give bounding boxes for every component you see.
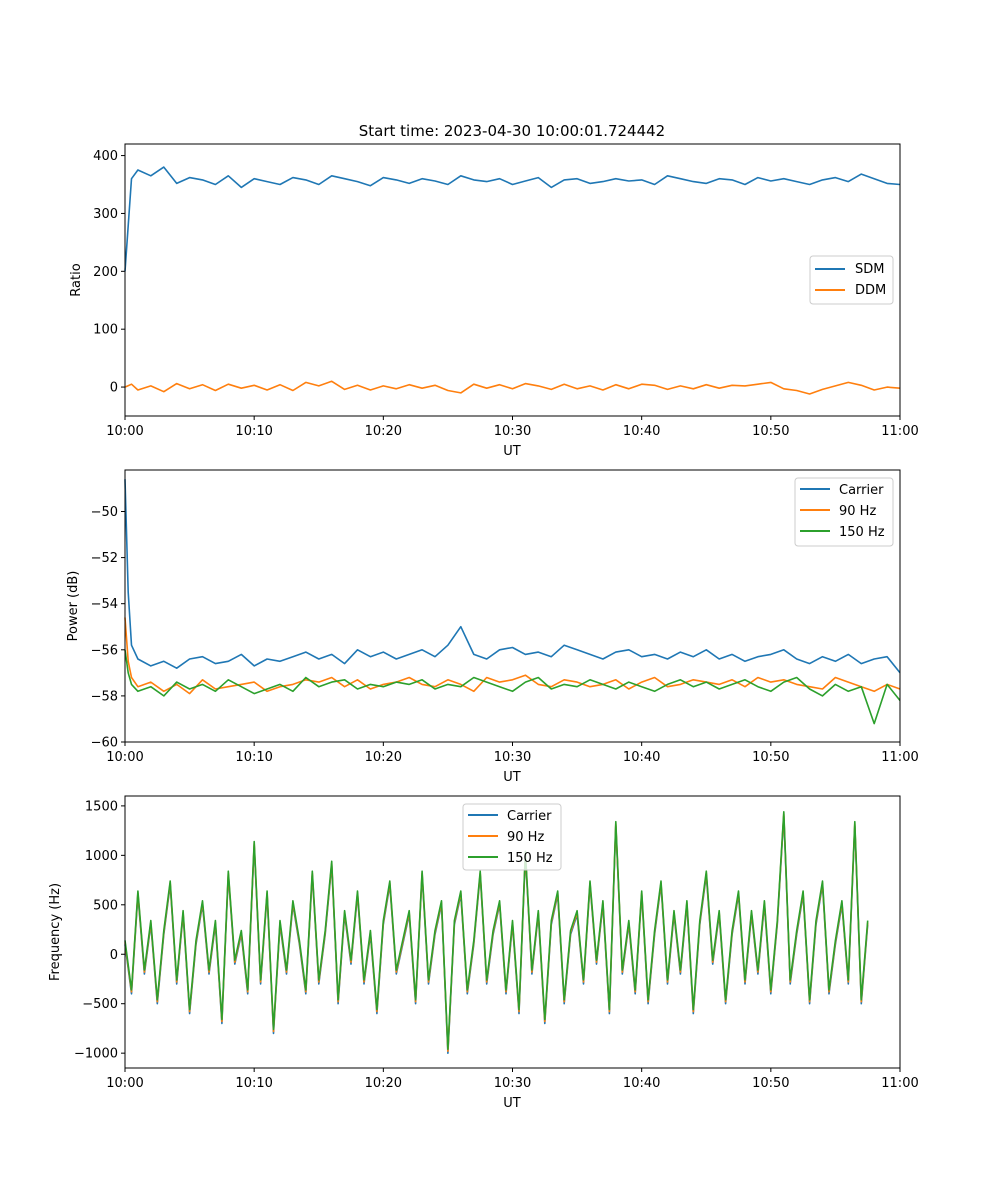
ratio-xtick-label-6: 11:00 [881, 424, 918, 439]
power-ytick-label-0: −60 [91, 736, 118, 751]
frequency-xtick-label-5: 10:50 [752, 1076, 789, 1091]
legend-label-90hz: 90 Hz [839, 504, 876, 519]
legend-label-carrier: Carrier [507, 809, 552, 824]
frequency-ytick-label-4: 1000 [85, 849, 118, 864]
ratio-xtick-label-4: 10:40 [623, 424, 660, 439]
power-xtick-label-5: 10:50 [752, 750, 789, 765]
legend-label-150hz: 150 Hz [507, 851, 553, 866]
frequency-ytick-label-2: 0 [110, 948, 118, 963]
power-xlabel: UT [503, 770, 521, 785]
frequency-xlabel: UT [503, 1096, 521, 1111]
ratio-axes-frame [124, 143, 901, 417]
power-xtick-label-2: 10:20 [365, 750, 402, 765]
frequency-ylabel: Frequency (Hz) [48, 883, 63, 981]
power-axes-frame [124, 469, 901, 743]
power-ylabel: Power (dB) [66, 571, 81, 642]
legend-label-carrier: Carrier [839, 483, 884, 498]
frequency-xtick-label-0: 10:00 [106, 1076, 143, 1091]
power-ytick-label-5: −50 [91, 505, 118, 520]
frequency-xtick-label-6: 11:00 [881, 1076, 918, 1091]
panel-power: 10:00 10:10 10:20 10:30 10:40 10:50 11:00 −60 −5… [66, 469, 919, 785]
power-ytick-label-1: −58 [91, 689, 118, 704]
ratio-ytick-label-0: 0 [110, 381, 118, 396]
ratio-plot-area [124, 166, 901, 395]
ratio-xtick-label-1: 10:10 [235, 424, 272, 439]
legend-label-90hz: 90 Hz [507, 830, 544, 845]
ratio-legend: SDM DDM [809, 255, 894, 305]
frequency-xtick-label-4: 10:40 [623, 1076, 660, 1091]
legend-label-ddm: DDM [855, 283, 886, 298]
frequency-plot-area [124, 810, 869, 1054]
power-series-carrier [124, 479, 901, 674]
panel-ratio: 10:00 10:10 10:20 10:30 10:40 10:50 11:00 0 100 2… [69, 143, 919, 459]
ratio-xtick-label-2: 10:20 [365, 424, 402, 439]
power-xtick-label-3: 10:30 [494, 750, 531, 765]
ratio-xlabel: UT [503, 444, 521, 459]
legend-label-150hz: 150 Hz [839, 525, 885, 540]
frequency-series-150-hz [124, 810, 869, 1050]
frequency-xtick-label-2: 10:20 [365, 1076, 402, 1091]
power-ytick-label-4: −52 [91, 551, 118, 566]
ratio-xtick-label-5: 10:50 [752, 424, 789, 439]
power-ytick-label-3: −54 [91, 597, 118, 612]
frequency-ytick-label-5: 1500 [85, 799, 118, 814]
figure-title: Start time: 2023-04-30 10:00:01.724442 [359, 122, 665, 140]
ratio-xtick-label-3: 10:30 [494, 424, 531, 439]
frequency-legend: Carrier 90 Hz 150 Hz [462, 803, 562, 871]
power-ytick-label-2: −56 [91, 643, 118, 658]
ratio-xtick-label-0: 10:00 [106, 424, 143, 439]
frequency-ytick-label-1: −500 [82, 997, 118, 1012]
ratio-series-ddm [124, 380, 901, 395]
frequency-ytick-label-0: −1000 [74, 1047, 118, 1062]
frequency-axes-frame [124, 795, 901, 1069]
frequency-ytick-label-3: 500 [93, 898, 118, 913]
frequency-xtick-label-3: 10:30 [494, 1076, 531, 1091]
ratio-ytick-label-2: 200 [93, 265, 118, 280]
power-series-150-hz [124, 649, 901, 725]
ratio-ytick-label-1: 100 [93, 323, 118, 338]
power-xtick-label-4: 10:40 [623, 750, 660, 765]
power-series-90-hz [124, 617, 901, 695]
frequency-xtick-label-1: 10:10 [235, 1076, 272, 1091]
power-xtick-label-6: 11:00 [881, 750, 918, 765]
power-xtick-label-1: 10:10 [235, 750, 272, 765]
power-xtick-label-0: 10:00 [106, 750, 143, 765]
ratio-ytick-label-3: 300 [93, 207, 118, 222]
ratio-ytick-label-4: 400 [93, 149, 118, 164]
panel-frequency: 10:00 10:10 10:20 10:30 10:40 10:50 11:00 −1000… [48, 795, 919, 1111]
legend-label-sdm: SDM [855, 262, 884, 277]
power-legend: Carrier 90 Hz 150 Hz [794, 477, 894, 547]
ratio-ylabel: Ratio [69, 263, 84, 296]
power-plot-area [124, 479, 901, 725]
ratio-series-sdm [124, 166, 901, 272]
